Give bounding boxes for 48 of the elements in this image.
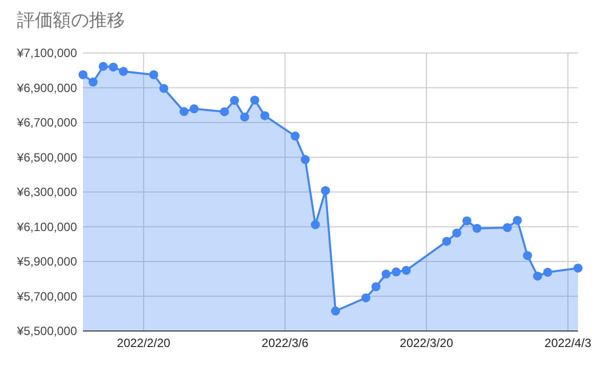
point [159, 84, 168, 93]
x-tick-label: 2022/4/3 [544, 336, 592, 350]
y-tick-label: ¥6,900,000 [16, 80, 78, 95]
point [260, 111, 270, 120]
point [290, 132, 300, 141]
point [331, 306, 340, 316]
y-tick-label: ¥6,300,000 [16, 185, 78, 199]
point [382, 270, 391, 279]
point [108, 62, 118, 72]
point [149, 70, 158, 80]
point [452, 228, 462, 238]
point [502, 223, 512, 232]
point [300, 155, 310, 164]
y-tick-label: ¥6,100,000 [16, 220, 78, 234]
point [371, 282, 380, 292]
y-tick-label: ¥5,900,000 [16, 254, 78, 268]
point [230, 96, 240, 105]
point [180, 107, 189, 116]
point [98, 62, 108, 71]
x-tick-label: 2022/3/6 [262, 336, 309, 350]
point [310, 220, 320, 230]
point [78, 70, 88, 80]
point [240, 112, 250, 122]
point [392, 267, 401, 276]
y-tick-label: ¥7,100,000 [16, 46, 78, 60]
point [512, 216, 522, 225]
point [462, 216, 472, 226]
x-tick-label: 2022/2/20 [116, 336, 171, 350]
point [522, 251, 532, 260]
point [190, 104, 199, 114]
point [533, 272, 542, 281]
chart-title: 評価額の推移 [17, 10, 125, 30]
y-tick-label: ¥6,700,000 [16, 116, 78, 130]
point [88, 78, 98, 87]
point [361, 293, 370, 302]
point [118, 66, 128, 76]
point [442, 236, 452, 246]
point [472, 224, 482, 233]
point [320, 186, 330, 196]
y-tick-label: ¥5,700,000 [16, 289, 78, 304]
point [250, 96, 260, 105]
point [220, 107, 229, 116]
x-tick-label: 2022/3/20 [400, 336, 454, 350]
y-tick-label: ¥5,500,000 [16, 324, 78, 338]
point [402, 266, 411, 275]
y-tick-label: ¥6,500,000 [16, 150, 78, 164]
point [574, 264, 582, 273]
point [543, 268, 552, 277]
